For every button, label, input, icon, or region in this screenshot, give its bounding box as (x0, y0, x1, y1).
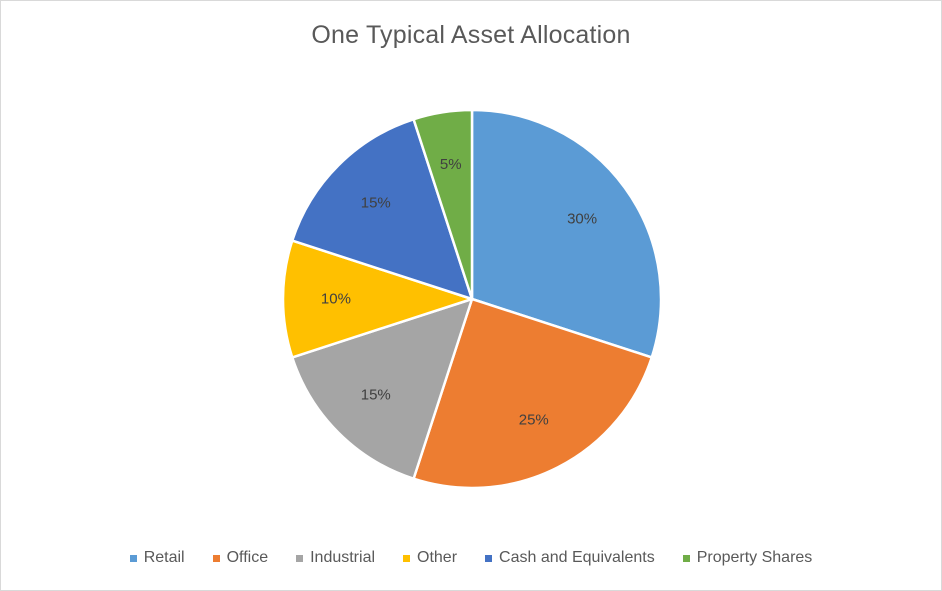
data-label-industrial: 15% (361, 387, 391, 404)
pie-slice-office (412, 297, 653, 490)
legend-label: Office (226, 549, 269, 566)
legend-item-other: Other (403, 549, 457, 567)
data-label-property-shares: 5% (440, 156, 462, 173)
legend-label: Industrial (310, 549, 376, 566)
legend-swatch (212, 554, 220, 562)
legend-item-retail: Retail (129, 549, 185, 567)
data-label-office: 25% (519, 412, 549, 429)
legend-swatch (682, 554, 690, 562)
legend: Retail Office Industrial Other Cash and Equi… (1, 549, 941, 567)
legend-swatch (485, 554, 493, 562)
data-label-retail: 30% (567, 211, 597, 228)
pie-slice-property-shares (412, 108, 474, 301)
data-label-other: 10% (321, 291, 351, 308)
chart-title: One Typical Asset Allocation (311, 21, 631, 49)
legend-item-property-shares: Property Shares (682, 549, 813, 567)
legend-label: Other (417, 549, 458, 566)
legend-item-cash-and-equivalents: Cash and Equivalents (485, 549, 655, 567)
legend-item-industrial: Industrial (296, 549, 375, 567)
legend-item-office: Office (212, 549, 269, 567)
legend-label: Retail (143, 549, 185, 566)
pie-slice-other (281, 239, 474, 359)
legend-swatch (403, 554, 411, 562)
legend-swatch (296, 554, 304, 562)
legend-swatch (129, 554, 137, 562)
data-label-cash-and-equivalents: 15% (361, 194, 391, 211)
legend-label: Cash and Equivalents (499, 549, 655, 566)
legend-label: Property Shares (696, 549, 813, 566)
pie-slice-retail (470, 108, 663, 359)
